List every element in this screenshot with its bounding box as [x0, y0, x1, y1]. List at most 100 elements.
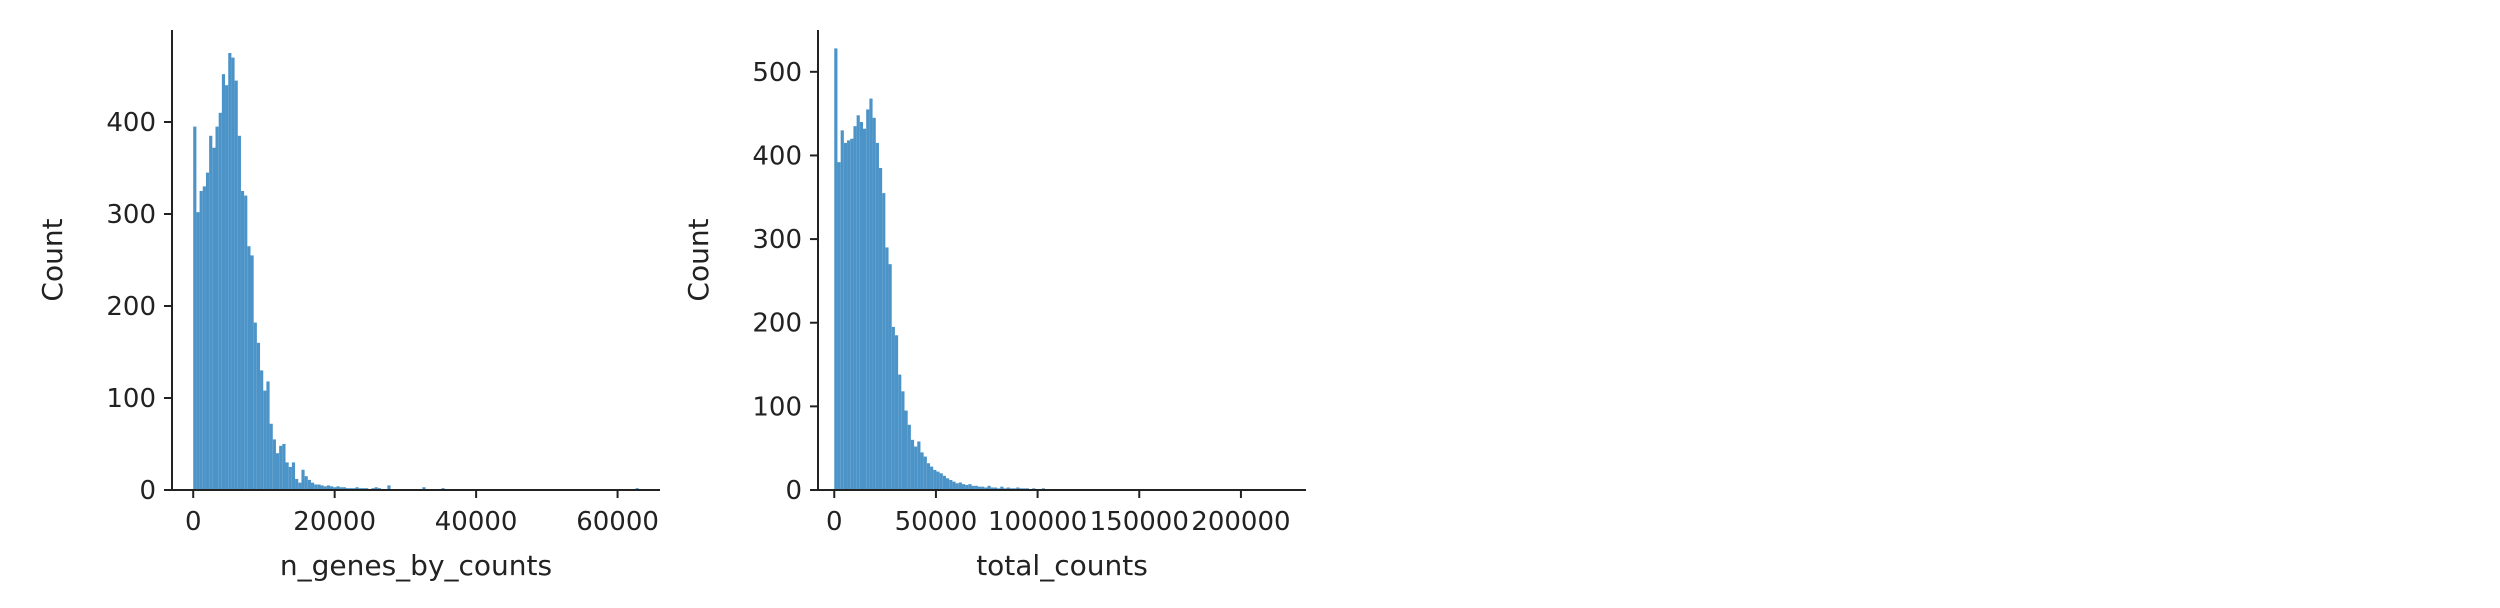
histogram-bar — [253, 322, 257, 490]
histogram-bar — [914, 446, 918, 490]
histogram-bar — [885, 247, 889, 490]
y-tick-label: 500 — [752, 58, 802, 88]
histogram-bar — [965, 484, 969, 490]
histogram-bar — [266, 381, 270, 490]
histogram-bar — [212, 147, 216, 490]
histogram-bar — [202, 186, 206, 490]
histogram-bar — [218, 112, 222, 491]
histogram-bar — [247, 246, 251, 490]
x-ticks: 0 20000 40000 60000 — [185, 490, 659, 537]
histogram-bar — [244, 195, 248, 490]
x-tick-label: 60000 — [576, 507, 659, 537]
histogram-bar — [974, 485, 978, 490]
y-axis-label: Count — [682, 218, 715, 301]
histogram-n-genes-by-counts: 0 20000 40000 60000 0 100 200 300 400 n_genes_b… — [36, 30, 660, 582]
y-tick-label: 0 — [785, 476, 802, 506]
histogram-bar — [422, 487, 426, 490]
x-ticks: 0 50000 100000 150000 200000 — [826, 490, 1291, 537]
histogram-bar — [272, 439, 276, 490]
histogram-bar — [285, 462, 289, 490]
histogram-bar — [834, 48, 838, 491]
histogram-bar — [888, 264, 892, 490]
histogram-bar — [228, 53, 232, 490]
histogram-bar — [320, 485, 324, 490]
x-axis-label: n_genes_by_counts — [280, 549, 552, 582]
histogram-bar — [298, 482, 302, 490]
x-tick-label: 0 — [826, 507, 843, 537]
x-tick-label: 40000 — [435, 507, 518, 537]
histogram-bar — [256, 342, 261, 490]
y-ticks: 0 100 200 300 400 — [106, 108, 172, 506]
histogram-bar — [263, 390, 267, 490]
histogram-bar — [304, 476, 308, 490]
histogram-bar — [958, 482, 962, 490]
histogram-bar — [237, 135, 241, 491]
histogram-bar — [317, 484, 321, 490]
histogram-bar — [225, 85, 229, 490]
histogram-bar — [314, 484, 318, 490]
histogram-total-counts: 0 50000 100000 150000 200000 0 100 200 300 400 50… — [682, 30, 1306, 582]
histogram-bar — [882, 193, 886, 490]
histogram-bar — [301, 469, 305, 490]
histogram-bar — [853, 126, 857, 490]
y-tick-label: 300 — [106, 200, 156, 230]
histogram-bar — [901, 391, 905, 490]
histogram-bar — [987, 485, 991, 490]
histogram-bar — [837, 162, 841, 491]
histogram-bar — [1000, 486, 1004, 490]
histogram-bar — [856, 115, 860, 491]
histogram-bar — [869, 98, 873, 490]
x-tick-label: 150000 — [1090, 507, 1189, 537]
histogram-bar — [333, 487, 337, 490]
histogram-bar — [205, 172, 210, 490]
histogram-bar — [295, 478, 299, 490]
histogram-bar — [984, 487, 988, 490]
histogram-bars — [834, 48, 1285, 491]
histogram-bar — [933, 469, 937, 490]
histogram-bar — [234, 80, 238, 490]
histogram-bar — [1006, 487, 1010, 490]
histogram-bar — [275, 453, 280, 490]
histogram-bar — [939, 473, 943, 490]
histogram-bar — [894, 335, 899, 490]
histogram-bar — [993, 487, 998, 490]
histogram-bar — [288, 467, 292, 490]
histogram-bar — [231, 57, 235, 490]
histogram-bar — [907, 424, 911, 490]
histogram-bar — [260, 370, 264, 490]
y-tick-label: 400 — [106, 108, 156, 138]
histogram-bar — [850, 138, 854, 490]
histogram-bar — [859, 122, 863, 490]
histogram-bar — [971, 485, 975, 490]
histogram-bar — [291, 462, 296, 490]
x-tick-label: 20000 — [293, 507, 376, 537]
histogram-bar — [199, 191, 203, 490]
y-axis-label: Count — [36, 218, 69, 301]
histogram-bar — [355, 487, 359, 490]
histogram-bar — [250, 255, 254, 490]
histogram-bar — [961, 484, 966, 490]
histogram-bar — [840, 130, 844, 490]
histogram-bar — [898, 374, 902, 490]
histogram-bar — [875, 142, 879, 490]
histogram-bar — [949, 479, 953, 490]
histogram-bar — [196, 212, 200, 490]
x-tick-label: 100000 — [988, 507, 1087, 537]
histogram-bar — [930, 466, 934, 490]
histogram-bar — [209, 135, 213, 491]
histogram-bar — [330, 486, 334, 490]
histogram-bar — [240, 191, 245, 490]
histogram-bar — [942, 475, 946, 490]
y-ticks: 0 100 200 300 400 500 — [752, 58, 818, 506]
histogram-bar — [1016, 487, 1020, 490]
histogram-bars — [193, 53, 639, 491]
histogram-bar — [917, 441, 921, 490]
histogram-bar — [910, 439, 915, 490]
histogram-bar — [221, 74, 226, 490]
histogram-bar — [926, 463, 931, 490]
y-tick-label: 400 — [752, 141, 802, 171]
histogram-bar — [968, 484, 972, 490]
histogram-bar — [920, 452, 924, 490]
histogram-bar — [955, 483, 959, 490]
